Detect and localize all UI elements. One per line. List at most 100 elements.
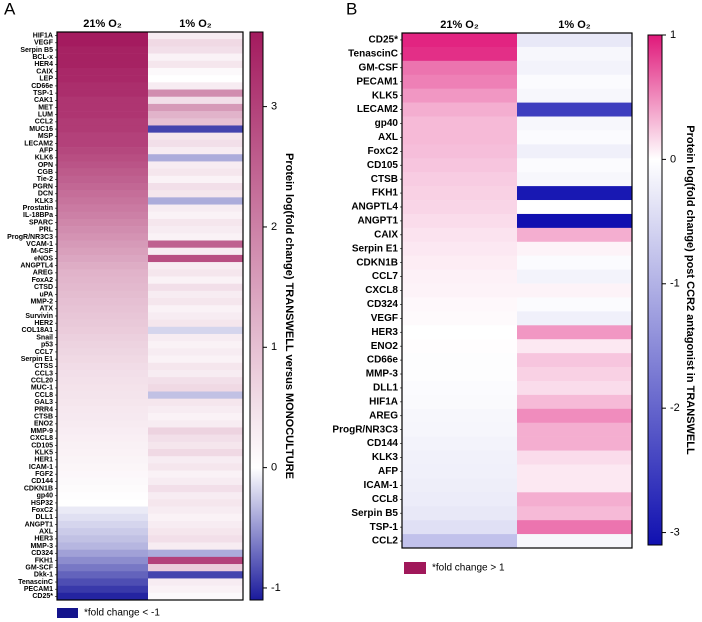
row-label: HER2 xyxy=(34,320,53,327)
heatmap-cell xyxy=(57,240,148,248)
heatmap-cell xyxy=(148,211,243,220)
heatmap-cell xyxy=(57,154,148,162)
row-label: FKH1 xyxy=(372,188,399,199)
heatmap-cell xyxy=(148,535,243,543)
heatmap-cell xyxy=(57,147,148,155)
row-label: BCL-x xyxy=(32,54,53,61)
heatmap-cell xyxy=(402,492,517,507)
row-label: VCAM-1 xyxy=(26,241,53,248)
heatmap-cell xyxy=(148,592,243,601)
heatmap-cell xyxy=(402,172,517,187)
row-label: TSP-1 xyxy=(33,90,53,97)
heatmap-cell xyxy=(148,484,243,493)
heatmap-cell xyxy=(148,218,243,227)
row-label: CD66e xyxy=(367,355,399,366)
heatmap-cell xyxy=(148,111,243,119)
row-label: ANGPT1 xyxy=(357,216,398,227)
heatmap-cell xyxy=(57,125,148,133)
row-label: AREG xyxy=(369,410,398,421)
heatmap-cell xyxy=(57,434,148,443)
row-label: ProgR/NR3C3 xyxy=(7,234,53,241)
row-label: M-CSF xyxy=(31,248,54,255)
heatmap-cell xyxy=(517,311,632,326)
heatmap-cell xyxy=(57,197,148,205)
heatmap-cell xyxy=(148,477,243,486)
legend-swatch xyxy=(57,608,78,618)
row-label: MMP-9 xyxy=(30,428,53,435)
heatmap-cell xyxy=(402,33,517,48)
row-label: COL18A1 xyxy=(21,327,53,334)
heatmap-cell xyxy=(402,186,517,201)
heatmap-cell xyxy=(517,227,632,243)
row-label: CTSD xyxy=(34,284,53,291)
heatmap-cell xyxy=(517,74,632,89)
colorbar-tick-label: 2 xyxy=(271,221,277,233)
heatmap-cell xyxy=(57,67,148,76)
heatmap-cell xyxy=(57,492,148,500)
heatmap-cell xyxy=(57,341,148,349)
heatmap-cell xyxy=(57,32,148,40)
row-label: gp40 xyxy=(37,493,53,500)
heatmap-cell xyxy=(57,449,148,457)
heatmap-cell xyxy=(148,413,243,421)
heatmap-cell xyxy=(517,269,632,284)
heatmap-cell xyxy=(57,477,148,486)
heatmap-cell xyxy=(148,67,243,76)
heatmap-cell xyxy=(517,255,632,270)
heatmap-cell xyxy=(402,46,517,62)
colorbar-tick-label: 3 xyxy=(271,101,277,113)
heatmap-cell xyxy=(148,585,243,594)
row-label: MMP-3 xyxy=(30,543,53,550)
heatmap-cell xyxy=(517,394,632,410)
column-header: 21% O₂ xyxy=(83,18,122,30)
row-label: CCL20 xyxy=(31,378,53,385)
heatmap-cell xyxy=(57,398,148,407)
column-header: 1% O₂ xyxy=(179,18,212,30)
heatmap-cell xyxy=(57,175,148,184)
heatmap-cell xyxy=(517,33,632,48)
heatmap-cell xyxy=(402,408,517,424)
heatmap-cell xyxy=(148,513,243,522)
heatmap-cell xyxy=(517,325,632,340)
heatmap-cell xyxy=(148,449,243,457)
row-label: KLK5 xyxy=(35,449,53,456)
heatmap-cell xyxy=(402,60,517,76)
heatmap-cell xyxy=(517,464,632,479)
heatmap-cell xyxy=(517,213,632,229)
row-label: HER4 xyxy=(34,61,53,68)
row-label: Tie-2 xyxy=(37,176,53,183)
row-label: FKH1 xyxy=(35,557,53,564)
heatmap-cell xyxy=(517,353,632,368)
row-label: KLK3 xyxy=(35,198,53,205)
row-label: AREG xyxy=(33,270,54,277)
row-label: CD66e xyxy=(31,83,53,90)
row-label: CAIX xyxy=(36,68,53,75)
heatmap-cell xyxy=(148,32,243,40)
heatmap-cell xyxy=(517,367,632,382)
row-label: VEGF xyxy=(371,313,398,324)
heatmap-frame xyxy=(401,32,633,549)
heatmap-cell xyxy=(57,506,148,515)
heatmap-cell xyxy=(57,456,148,464)
heatmap-cell xyxy=(517,116,632,131)
heatmap-cell xyxy=(402,269,517,284)
heatmap-cell xyxy=(148,53,243,62)
colorbar-tick-label: -1 xyxy=(670,278,680,290)
colorbar-label: Protein log(fold change) post CCR2 antag… xyxy=(684,125,696,455)
heatmap-cell xyxy=(148,125,243,133)
heatmap-cell xyxy=(148,420,243,428)
row-label: GAL3 xyxy=(34,399,53,406)
heatmap-cell xyxy=(57,549,148,558)
heatmap-cell xyxy=(57,269,148,277)
heatmap-cell xyxy=(517,186,632,201)
heatmap-cell xyxy=(148,197,243,205)
row-label: PRL xyxy=(39,227,54,234)
row-label: AXL xyxy=(378,132,398,143)
heatmap-cell xyxy=(148,233,243,241)
row-label: Snail xyxy=(36,334,53,341)
row-label: CD324 xyxy=(31,550,53,557)
heatmap-cell xyxy=(402,436,517,451)
row-label: DCN xyxy=(38,191,53,198)
row-label: LECAM2 xyxy=(357,104,399,115)
heatmap-cell xyxy=(148,139,243,148)
